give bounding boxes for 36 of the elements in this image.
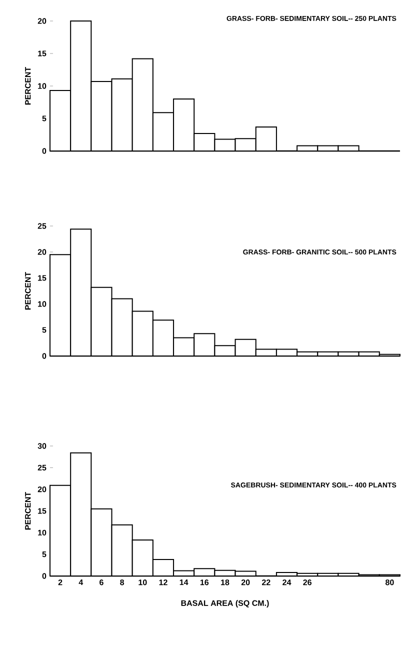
y-tick-label: 0	[42, 353, 46, 359]
x-axis-title: BASAL AREA (SQ CM.)	[181, 600, 269, 608]
y-tick-label: 10	[38, 301, 46, 307]
y-tick-label: 30	[38, 443, 46, 449]
y-tick-label: 20	[38, 18, 46, 24]
x-tick-label: 24	[282, 580, 292, 586]
y-axis-title: PERCENT	[25, 272, 31, 310]
y-tick-label: 10	[38, 83, 46, 89]
y-tick-label: 5	[42, 552, 46, 558]
y-tick-label: 0	[42, 573, 46, 579]
x-tick-label: 26	[303, 580, 312, 586]
y-tick-label: 0	[42, 148, 46, 154]
y-axis-title: PERCENT	[25, 492, 31, 530]
y-tick-label: 20	[38, 486, 46, 492]
x-tick-label: 8	[120, 580, 124, 586]
y-tick-label: 15	[38, 508, 46, 514]
x-tick-label: 18	[221, 580, 230, 586]
y-axis-title: PERCENT	[25, 66, 31, 105]
y-tick-label: 15	[38, 50, 46, 56]
y-tick-label: 25	[38, 464, 46, 470]
x-tick-label: 14	[180, 580, 188, 586]
y-tick-label: 5	[42, 116, 46, 122]
y-tick-label: 25	[38, 223, 46, 229]
x-tick-label: 4	[78, 580, 84, 586]
x-tick-label: 12	[159, 580, 168, 586]
y-tick-label: 5	[42, 327, 46, 333]
x-tick-label: 80	[386, 580, 394, 586]
y-tick-label: 20	[38, 249, 46, 255]
x-tick-label: 22	[262, 580, 270, 586]
x-tick-label: 10	[138, 580, 147, 586]
x-tick-label: 6	[100, 580, 104, 586]
y-tick-label: 15	[38, 275, 46, 281]
x-tick-label: 2	[58, 580, 62, 586]
y-tick-label: 10	[38, 530, 46, 536]
x-tick-label: 20	[241, 580, 250, 586]
x-tick-label: 16	[200, 580, 209, 586]
